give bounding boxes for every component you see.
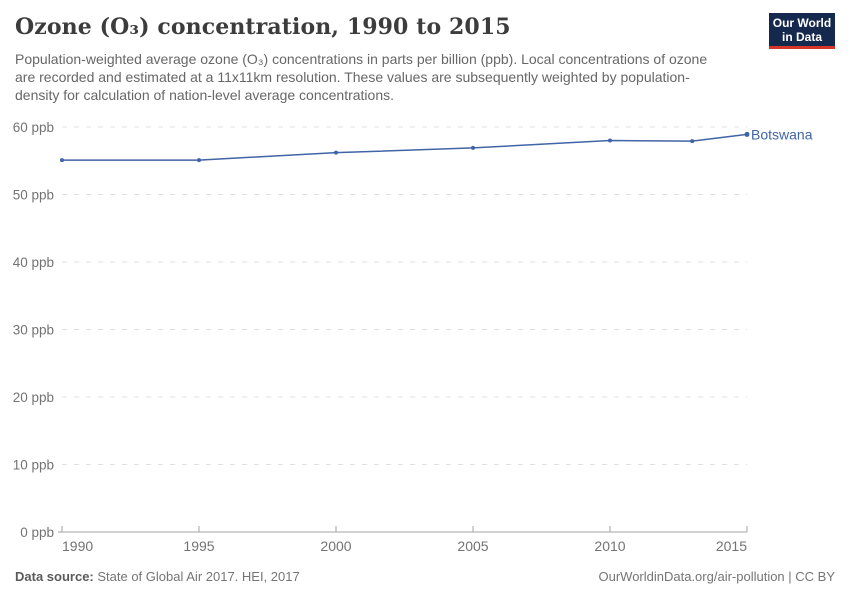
owid-logo-box: Our World in Data — [769, 13, 835, 46]
data-point[interactable] — [690, 139, 695, 144]
data-point[interactable] — [608, 138, 612, 143]
y-tick-label: 20 ppb — [13, 390, 54, 405]
chart-subtitle: Population-weighted average ozone (O₃) c… — [15, 51, 708, 103]
data-source-label: Data source: — [15, 569, 94, 584]
credit-link[interactable]: OurWorldinData.org/air-pollution | CC BY — [598, 569, 835, 584]
owid-logo-accent-bar — [769, 46, 835, 49]
data-point[interactable] — [471, 145, 475, 150]
x-tick-label: 1990 — [62, 538, 93, 554]
data-point[interactable] — [334, 150, 338, 155]
y-tick-label: 30 ppb — [13, 323, 54, 338]
data-source-text: State of Global Air 2017. HEI, 2017 — [93, 569, 300, 584]
x-tick-label: 2010 — [594, 538, 625, 554]
y-tick-label: 50 ppb — [13, 188, 54, 203]
series-line[interactable] — [62, 133, 748, 161]
x-tick-label: 2000 — [320, 538, 351, 554]
x-tick-label: 2015 — [716, 538, 747, 554]
x-tick-label: 1995 — [183, 538, 214, 554]
series-label: Botswana — [751, 126, 813, 142]
page-title: Ozone (O₃) concentration, 1990 to 2015 — [15, 14, 511, 40]
y-tick-label: 10 ppb — [13, 458, 54, 473]
x-tick-label: 2005 — [457, 538, 488, 554]
data-point[interactable] — [744, 131, 750, 137]
y-tick-label: 60 ppb — [13, 120, 54, 135]
y-tick-label: 0 ppb — [20, 525, 54, 540]
data-point[interactable] — [197, 158, 201, 163]
owid-logo[interactable]: Our World in Data — [769, 13, 835, 49]
data-source-note: Data source: State of Global Air 2017. H… — [15, 569, 300, 584]
data-point[interactable] — [60, 158, 64, 163]
owid-logo-line1: Our World — [772, 15, 832, 30]
y-tick-label: 40 ppb — [13, 255, 54, 270]
owid-logo-line2: in Data — [781, 29, 822, 44]
